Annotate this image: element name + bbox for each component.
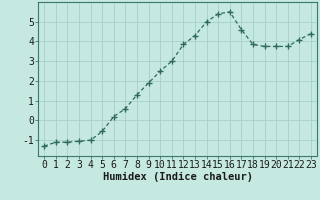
X-axis label: Humidex (Indice chaleur): Humidex (Indice chaleur) [103, 172, 252, 182]
